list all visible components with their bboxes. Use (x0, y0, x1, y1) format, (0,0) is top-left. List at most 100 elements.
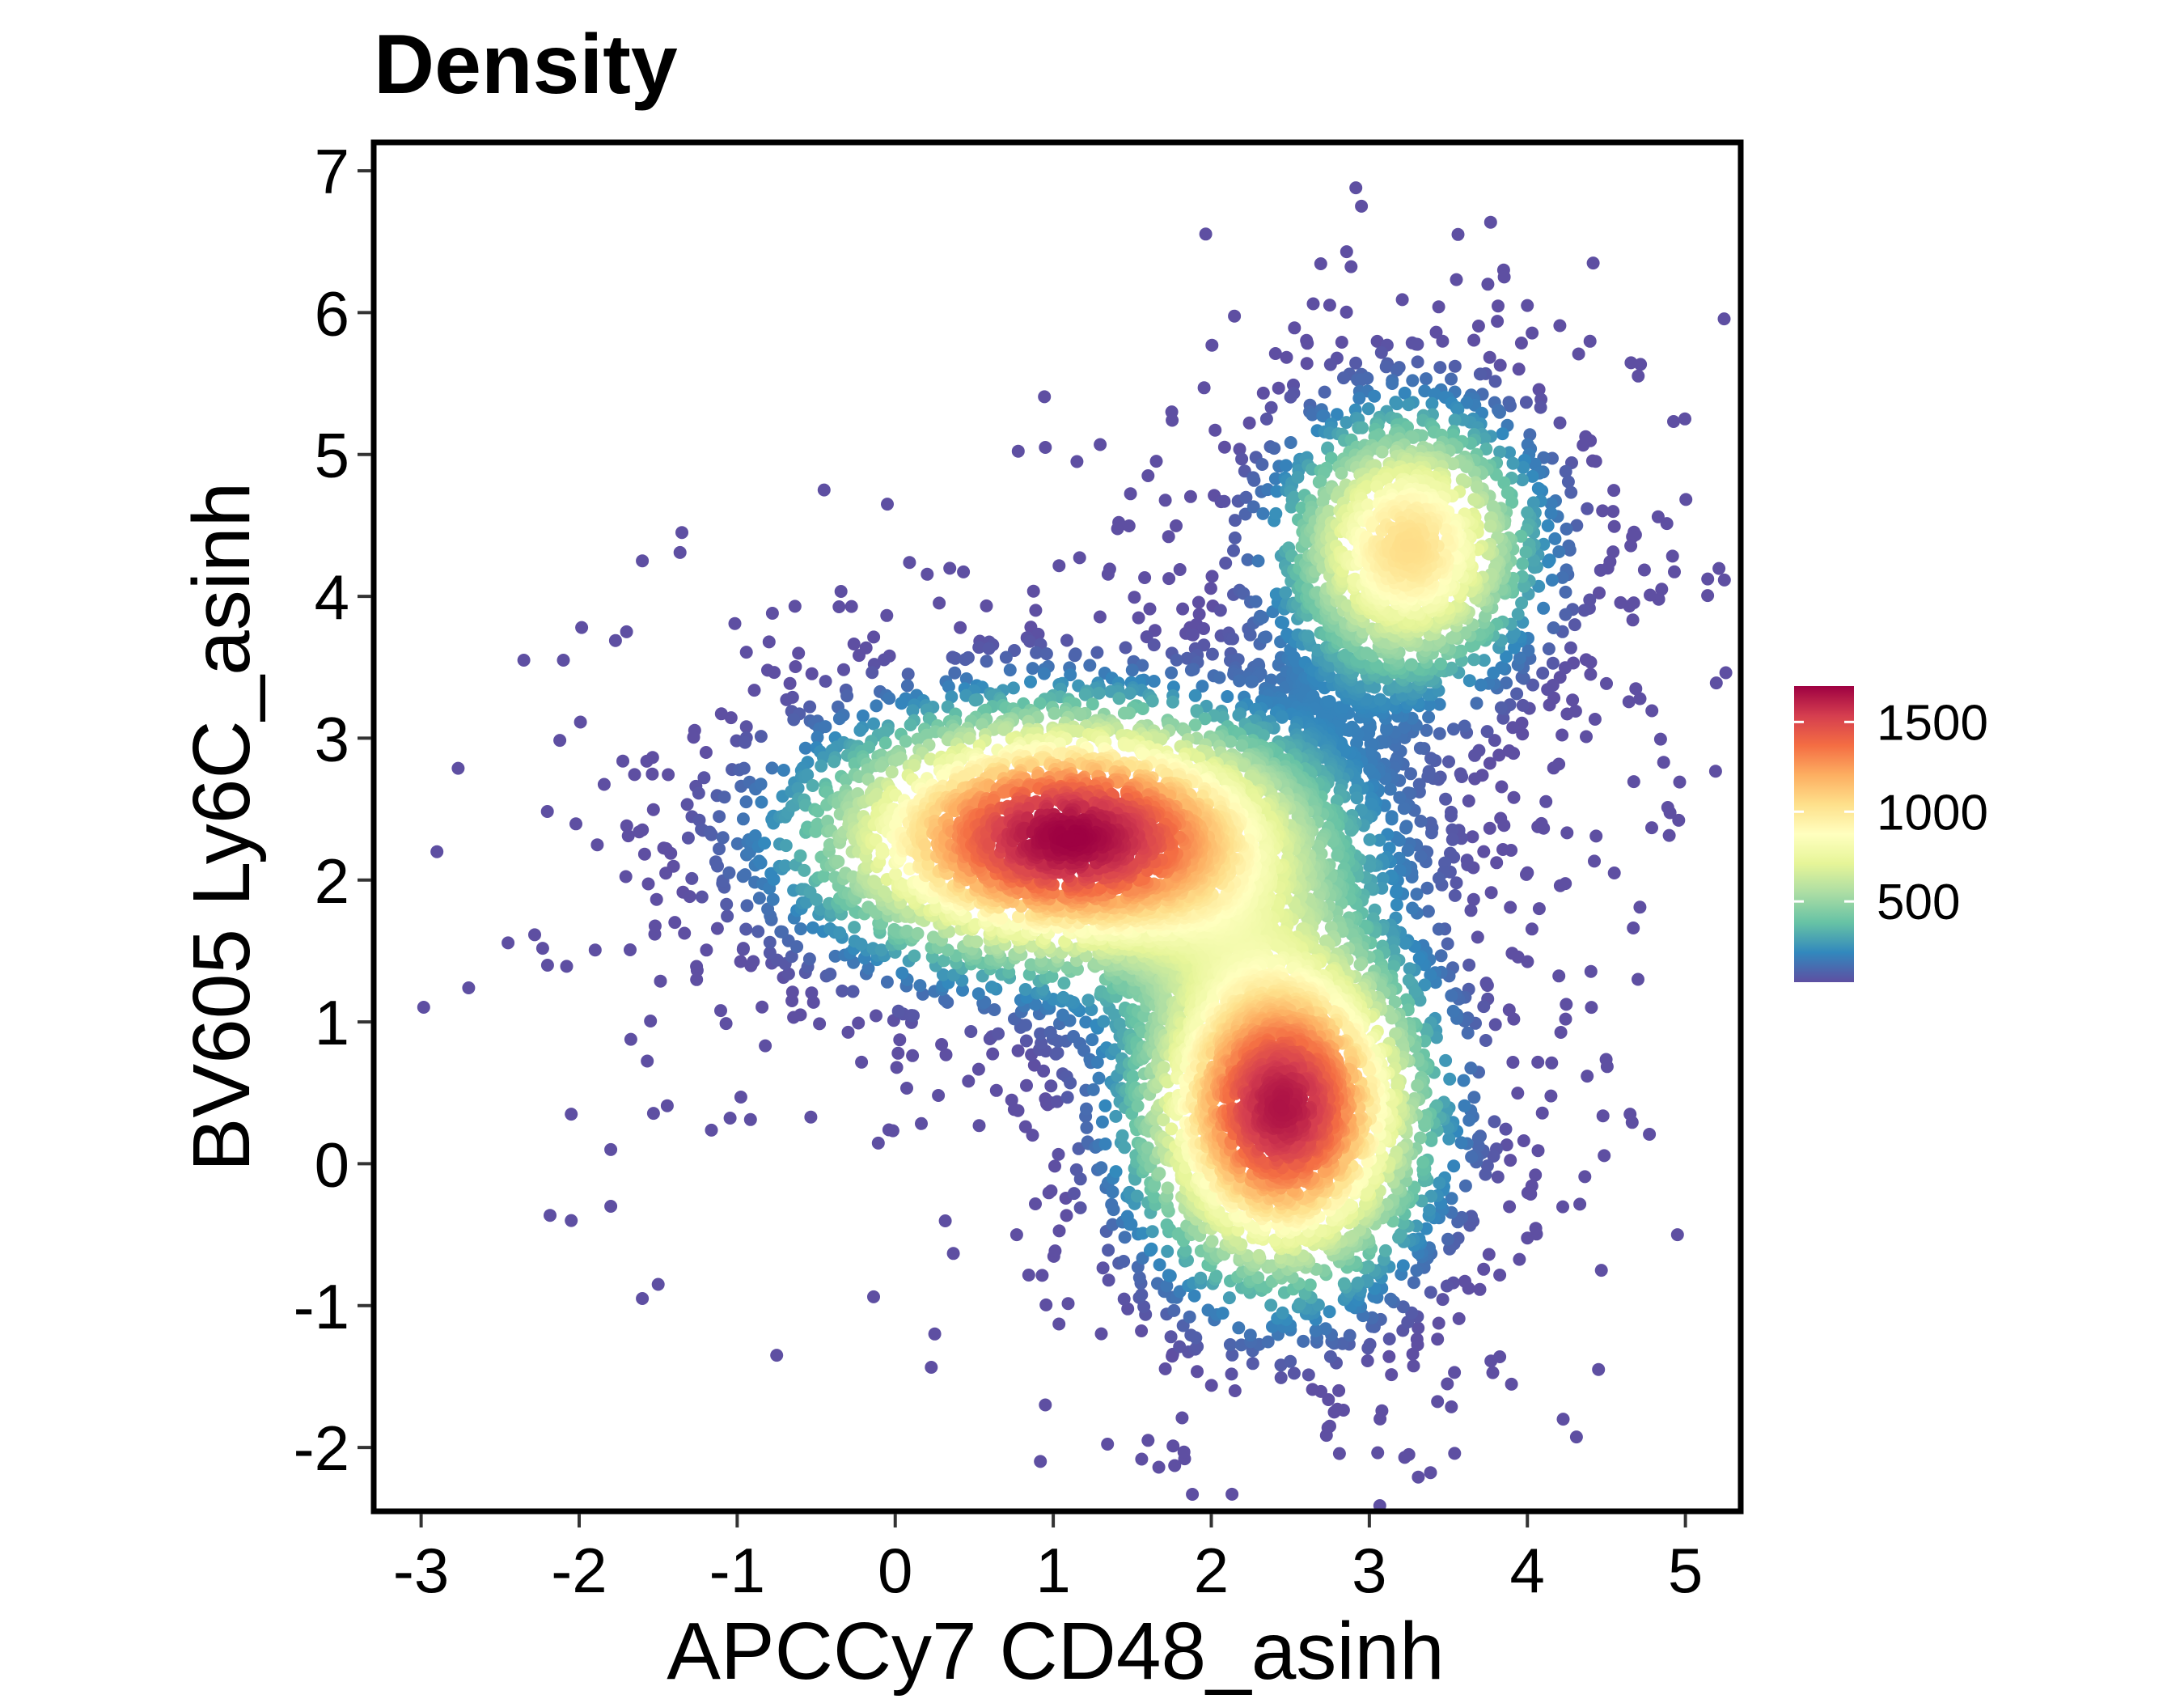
scatter-point (1157, 1061, 1170, 1074)
scatter-point (1462, 674, 1476, 688)
scatter-point (751, 925, 765, 938)
scatter-point (1424, 1286, 1437, 1299)
scatter-point (1420, 723, 1433, 737)
scatter-point (462, 981, 476, 994)
scatter-point (1414, 815, 1428, 828)
scatter-point (1149, 455, 1163, 468)
scatter-point (1424, 1131, 1438, 1145)
scatter-point (1487, 666, 1500, 680)
scatter-point (1660, 517, 1674, 531)
scatter-point (1434, 657, 1448, 671)
scatter-point (762, 635, 776, 649)
scatter-point (785, 690, 799, 704)
scatter-point (705, 1123, 718, 1137)
scatter-point (1607, 519, 1621, 533)
scatter-point (636, 823, 650, 837)
scatter-point (840, 689, 854, 703)
scatter-point (1451, 1215, 1465, 1229)
scatter-point (1406, 901, 1420, 915)
scatter-point (1217, 494, 1231, 508)
scatter-point (1404, 767, 1417, 781)
scatter-point (1555, 728, 1569, 742)
scatter-point (1517, 1134, 1530, 1147)
scatter-point (1483, 756, 1496, 770)
scatter-point (660, 1099, 674, 1112)
scatter-point (1011, 1104, 1025, 1117)
scatter-point (1176, 602, 1190, 616)
scatter-point (1433, 361, 1447, 375)
scatter-point (1351, 1276, 1365, 1290)
scatter-point (1410, 888, 1424, 901)
scatter-point (1531, 481, 1545, 495)
scatter-point (1473, 1282, 1487, 1296)
scatter-point (1352, 392, 1366, 405)
scatter-point (834, 585, 848, 598)
scatter-point (1529, 1168, 1543, 1182)
scatter-point (1166, 413, 1179, 427)
scatter-point (1643, 1128, 1657, 1141)
scatter-point (1086, 1033, 1099, 1047)
scatter-point (1580, 730, 1593, 744)
scatter-point (1544, 1089, 1558, 1103)
scatter-point (1191, 595, 1205, 609)
scatter-point (636, 1292, 650, 1305)
scatter-point (833, 926, 847, 939)
scatter-point (1300, 357, 1314, 371)
scatter-point (1083, 659, 1097, 672)
scatter-point (1496, 427, 1509, 441)
scatter-point (1412, 1321, 1425, 1335)
scatter-point (788, 600, 802, 613)
scatter-point (710, 922, 724, 935)
scatter-point (1519, 396, 1533, 409)
scatter-point (1493, 358, 1507, 372)
scatter-point (1237, 587, 1251, 600)
scatter-point (932, 1089, 946, 1102)
scatter-point (1629, 682, 1643, 696)
scatter-point (1225, 1487, 1239, 1501)
scatter-point (1496, 843, 1509, 856)
scatter-point (1440, 1279, 1454, 1293)
scatter-point (900, 679, 914, 693)
scatter-point (1068, 649, 1081, 663)
scatter-point (754, 856, 768, 870)
scatter-point (1445, 372, 1458, 386)
scatter-point (1390, 363, 1403, 377)
scatter-point (1006, 681, 1020, 695)
scatter-point (1548, 532, 1562, 545)
scatter-point (1145, 1242, 1158, 1256)
scatter-point (722, 866, 736, 879)
scatter-point (1586, 256, 1600, 270)
scatter-point (925, 1361, 938, 1374)
scatter-point (1420, 1222, 1433, 1235)
scatter-point (988, 1003, 1001, 1016)
scatter-point (1204, 582, 1217, 595)
scatter-point (1098, 1099, 1112, 1112)
scatter-point (792, 646, 806, 660)
scatter-point (1467, 333, 1481, 347)
scatter-point (1666, 549, 1679, 563)
scatter-point (1306, 1383, 1319, 1396)
scatter-point (1606, 505, 1620, 519)
scatter-point (1252, 1248, 1266, 1262)
scatter-point (1039, 647, 1053, 661)
scatter-point (1447, 722, 1460, 736)
scatter-point (962, 1074, 976, 1088)
scatter-point (1198, 712, 1212, 726)
scatter-point (854, 938, 868, 951)
scatter-point (1061, 1297, 1075, 1311)
scatter-point (1504, 1154, 1517, 1167)
scatter-point (1274, 1371, 1288, 1384)
scatter-point (1458, 1099, 1471, 1112)
scatter-point (590, 838, 604, 852)
scatter-point (1225, 1348, 1239, 1362)
scatter-point (1466, 830, 1479, 844)
scatter-point (1504, 900, 1517, 914)
scatter-point (1228, 531, 1242, 544)
scatter-point (946, 1247, 960, 1260)
scatter-point (1035, 1036, 1048, 1050)
scatter-point (1470, 697, 1484, 710)
scatter-point (1023, 634, 1037, 648)
scatter-point (1537, 601, 1551, 615)
scatter-point (1447, 1159, 1461, 1173)
scatter-point (1488, 1115, 1501, 1129)
